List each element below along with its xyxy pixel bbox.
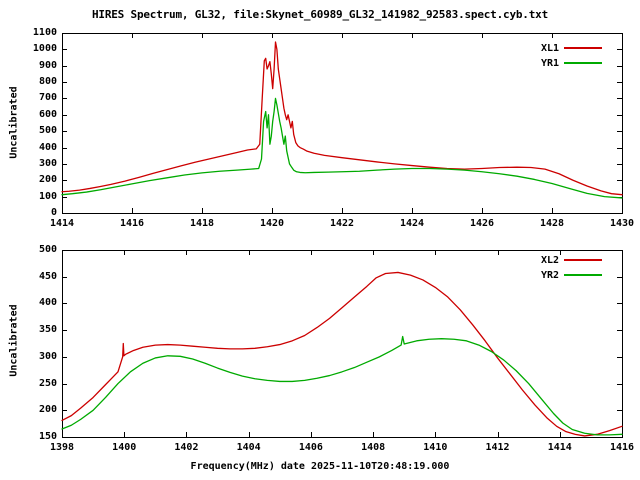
- ytick-label: 500: [38, 244, 57, 255]
- xtick-label: 1420: [259, 218, 285, 229]
- ytick-label: 0: [50, 207, 57, 218]
- xtick-label: 1426: [469, 218, 495, 229]
- ytick-label: 600: [38, 108, 57, 120]
- legend-swatch-yr1: [564, 62, 602, 64]
- page-title: HIRES Spectrum, GL32, file:Skynet_60989_…: [91, 8, 548, 21]
- legend-label-yr1: YR1: [540, 57, 559, 69]
- xtick-label: 1406: [298, 442, 323, 453]
- ytick-label: 900: [38, 59, 57, 71]
- xtick-label: 1398: [49, 442, 75, 453]
- xtick-label: 1416: [119, 218, 145, 229]
- xtick-label: 1430: [609, 218, 635, 229]
- ytick-label: 150: [38, 431, 57, 442]
- x-axis-title: Frequency(MHz) date 2025-11-10T20:48:19.…: [190, 461, 450, 472]
- legend-label-yr2: YR2: [540, 269, 559, 281]
- bottom-panel-plot: [61, 250, 623, 438]
- xtick-label: 1408: [361, 442, 386, 453]
- xtick-label: 1418: [189, 218, 215, 229]
- ytick-label: 200: [38, 174, 57, 186]
- legend-label-xl2: XL2: [540, 254, 559, 266]
- ytick-label: 350: [38, 324, 57, 336]
- ytick-label: 400: [38, 141, 57, 153]
- ytick-label: 450: [38, 270, 57, 282]
- legend-item-yr1: YR1: [531, 57, 602, 69]
- ytick-label: 700: [38, 92, 57, 104]
- xtick-label: 1424: [399, 218, 425, 229]
- xtick-label: 1400: [112, 442, 137, 453]
- xtick-label: 1404: [236, 442, 261, 453]
- legend-swatch-xl2: [564, 259, 602, 261]
- ytick-label: 400: [38, 297, 57, 309]
- ytick-label: 800: [38, 76, 57, 88]
- xtick-label: 1428: [539, 218, 565, 229]
- ytick-label: 300: [38, 157, 57, 169]
- xtick-label: 1414: [49, 218, 75, 229]
- ytick-label: 200: [38, 404, 57, 416]
- xtick-label: 1402: [174, 442, 199, 453]
- top-panel-legend: XL1 YR1: [531, 42, 602, 69]
- legend-item-xl2: XL2: [531, 254, 602, 266]
- xtick-label: 1412: [485, 442, 510, 453]
- ytick-label: 100: [38, 190, 57, 202]
- xtick-label: 1416: [609, 442, 635, 453]
- ytick-label: 250: [38, 377, 57, 389]
- xtick-label: 1414: [547, 442, 572, 453]
- legend-item-xl1: XL1: [531, 42, 602, 54]
- legend-item-yr2: YR2: [531, 269, 602, 281]
- xtick-label: 1410: [423, 442, 448, 453]
- ytick-label: 1000: [32, 43, 57, 55]
- ytick-label: 500: [38, 125, 57, 137]
- legend-label-xl1: XL1: [540, 42, 559, 54]
- bottom-panel-legend: XL2 YR2: [531, 254, 602, 281]
- legend-swatch-xl1: [564, 47, 602, 49]
- ytick-label: 1100: [32, 27, 57, 38]
- ytick-label: 300: [38, 350, 57, 362]
- top-panel-plot: [61, 33, 623, 214]
- xtick-label: 1422: [329, 218, 355, 229]
- legend-swatch-yr2: [564, 274, 602, 276]
